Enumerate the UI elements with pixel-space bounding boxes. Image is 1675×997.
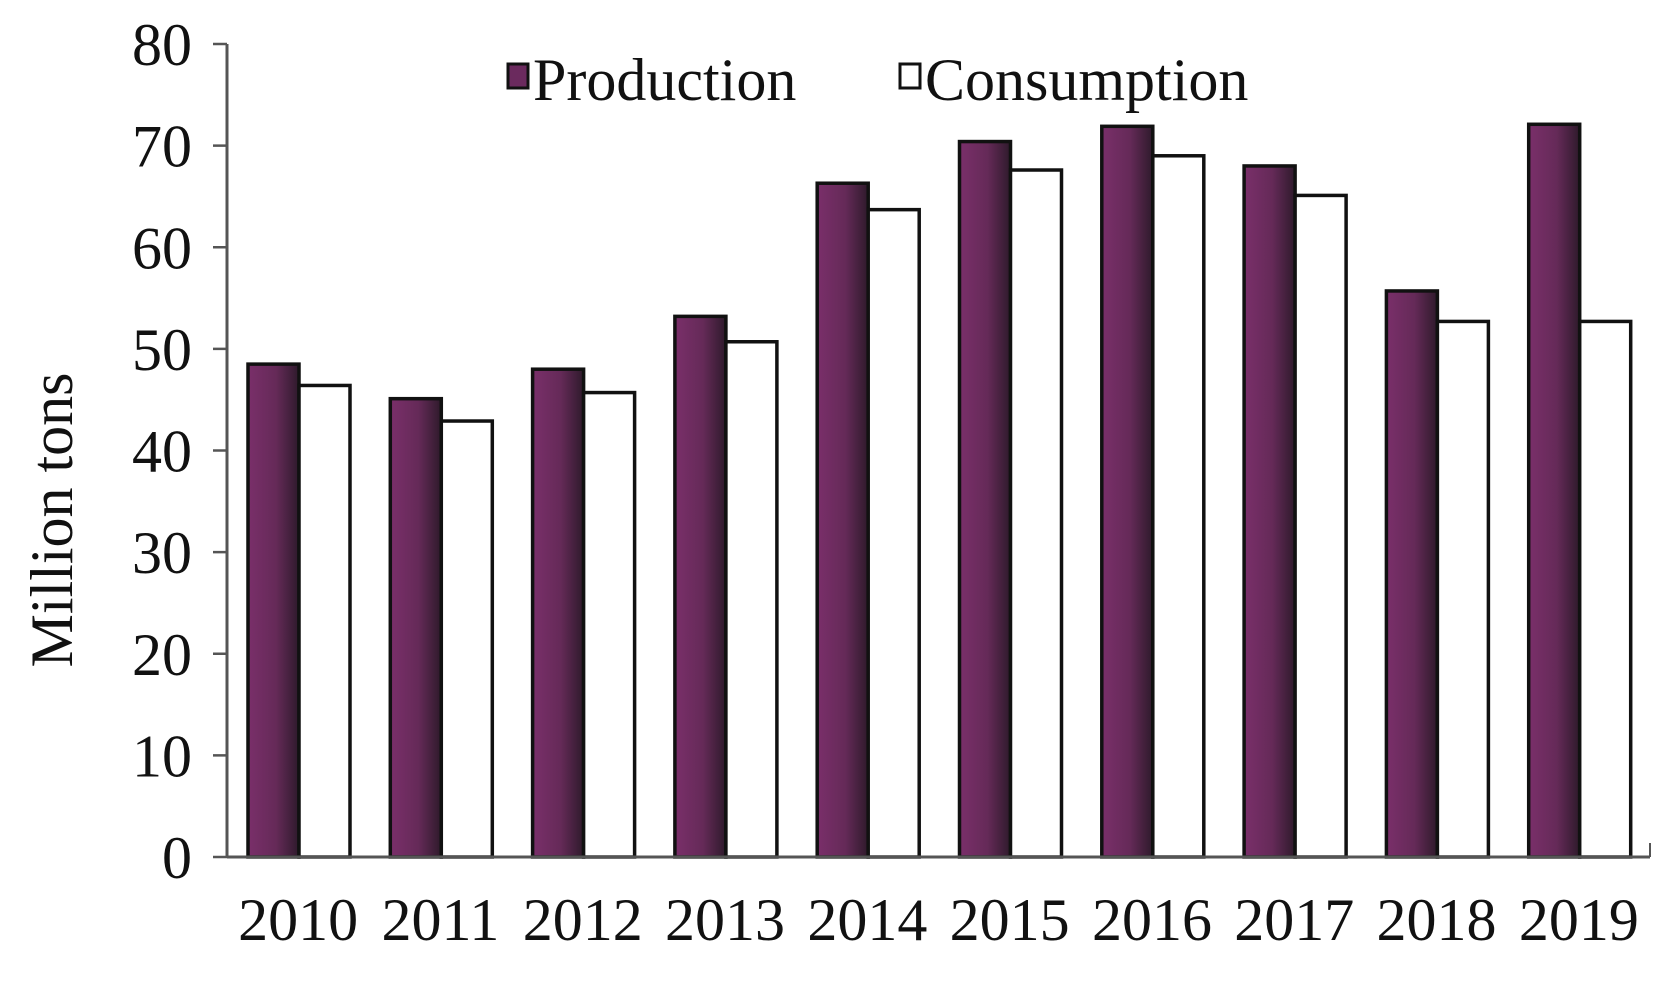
y-tick-label: 70 xyxy=(132,114,192,180)
legend-production-label: Production xyxy=(533,47,796,113)
production-bar xyxy=(957,139,1013,859)
bars-layer xyxy=(246,122,1633,859)
consumption-bar xyxy=(297,383,352,859)
production-bar xyxy=(1100,124,1155,859)
y-axis-label: Million tons xyxy=(19,372,85,667)
consumption-bar xyxy=(866,207,921,859)
production-bar xyxy=(246,362,301,859)
x-tick-label: 2012 xyxy=(523,887,643,953)
y-tick-label: 60 xyxy=(132,215,192,281)
x-tick-label: 2017 xyxy=(1234,887,1354,953)
production-bar xyxy=(1384,289,1440,859)
legend-consumption-swatch xyxy=(898,62,922,90)
consumption-bar xyxy=(1151,154,1206,859)
y-tick-label: 10 xyxy=(132,723,192,789)
production-bar xyxy=(530,367,586,859)
x-tick-label: 2015 xyxy=(950,887,1070,953)
x-tick-label: 2011 xyxy=(382,887,500,953)
consumption-bar xyxy=(1435,319,1491,859)
x-tick-label: 2018 xyxy=(1377,887,1497,953)
production-bar xyxy=(1526,122,1582,859)
y-tick-label: 50 xyxy=(132,317,192,383)
y-tick-label: 40 xyxy=(132,419,192,485)
consumption-bar xyxy=(439,419,495,859)
y-tick-label: 0 xyxy=(162,825,192,891)
x-tick-label: 2014 xyxy=(807,887,927,953)
y-tick-label: 20 xyxy=(132,622,192,688)
production-bar xyxy=(815,181,870,859)
consumption-bar xyxy=(1293,193,1348,859)
x-tick-label: 2019 xyxy=(1519,887,1639,953)
y-tick-label: 80 xyxy=(132,12,192,78)
x-tick-label: 2013 xyxy=(665,887,785,953)
x-tick-layer: 2010 2011 2012 2013 2014 2015 2016 2017 2018 2019 xyxy=(238,887,1639,953)
production-bar xyxy=(673,314,728,859)
x-tick-label: 2010 xyxy=(238,887,358,953)
production-bar xyxy=(388,396,444,859)
legend: Production Consumption xyxy=(506,47,1248,113)
consumption-bar xyxy=(1008,168,1064,859)
production-bar xyxy=(1242,164,1297,859)
y-tick-layer: 0 10 20 30 40 50 60 70 80 xyxy=(132,12,227,891)
legend-consumption-label: Consumption xyxy=(925,47,1248,113)
y-tick-label: 30 xyxy=(132,520,192,586)
x-tick-label: 2016 xyxy=(1092,887,1212,953)
consumption-bar xyxy=(1577,319,1633,859)
legend-production-swatch xyxy=(506,62,530,90)
consumption-bar xyxy=(581,390,637,859)
consumption-bar xyxy=(724,340,779,859)
